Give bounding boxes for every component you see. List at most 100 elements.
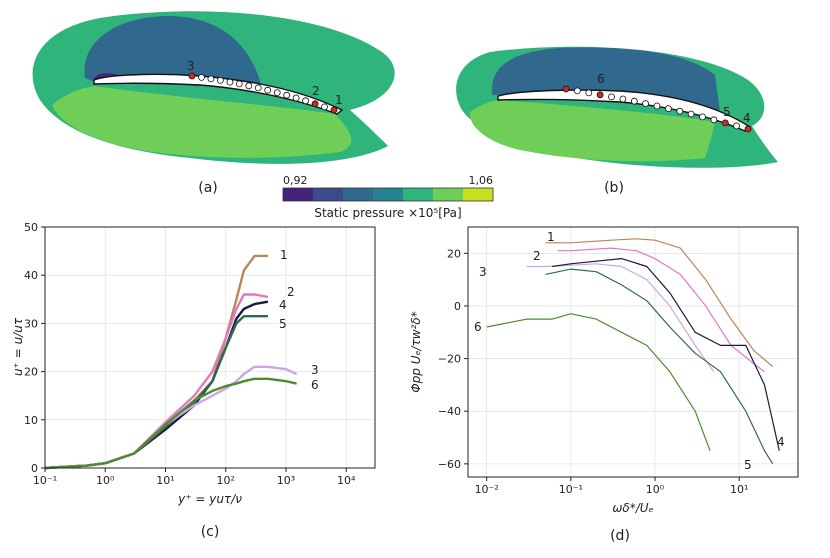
chart-d-xlabel: ωδ*/Uₑ xyxy=(612,501,653,515)
probe-marker xyxy=(585,89,593,97)
series-label-3: 3 xyxy=(479,265,487,279)
y-tick-label: −60 xyxy=(438,458,461,471)
colorbar-swatch xyxy=(283,188,314,201)
colorbar-swatches xyxy=(283,188,494,201)
probe-marker xyxy=(283,91,291,99)
colorbar-swatch xyxy=(463,188,494,201)
x-tick-label: 10⁴ xyxy=(337,474,356,487)
panel-b-probe-label-4: 4 xyxy=(743,111,751,125)
series-line-2 xyxy=(557,247,765,373)
panel-b-caption: (b) xyxy=(604,180,624,196)
chart-d-frame xyxy=(467,226,799,478)
colorbar-frame xyxy=(282,187,494,202)
probe-marker-red xyxy=(330,106,338,114)
panel-a-probes xyxy=(188,72,338,114)
panel-a-upper-dark-region xyxy=(84,15,262,89)
chart-d-series xyxy=(486,238,780,465)
probe-marker-red xyxy=(721,119,729,127)
probe-marker-red xyxy=(311,100,319,108)
panel-b: 6 5 4 (b) xyxy=(456,46,778,196)
probe-marker xyxy=(642,100,649,107)
y-tick-label: 40 xyxy=(24,269,38,282)
probe-marker xyxy=(608,93,615,101)
panel-a-probe-label-2: 2 xyxy=(312,84,320,98)
x-tick-label: 10⁰ xyxy=(96,474,115,487)
chart-c-xlabel: y⁺ = yuτ/ν xyxy=(177,492,242,506)
colorbar-swatch xyxy=(403,188,434,201)
y-tick-label: 30 xyxy=(24,317,38,330)
probe-marker xyxy=(676,107,684,115)
x-tick-label: 10¹ xyxy=(730,483,748,496)
probe-marker xyxy=(207,75,215,83)
y-tick-label: 50 xyxy=(24,221,38,234)
probe-marker xyxy=(216,77,224,84)
probe-marker-red xyxy=(744,125,752,133)
probe-marker-red xyxy=(562,85,570,93)
y-tick-label: 0 xyxy=(31,462,38,475)
probe-marker xyxy=(710,116,718,124)
panel-b-probes xyxy=(562,85,752,133)
series-line-1 xyxy=(545,238,774,367)
colorbar-swatch xyxy=(373,188,404,201)
probe-marker xyxy=(653,102,661,110)
probe-marker xyxy=(292,94,300,102)
chart-d-caption: (d) xyxy=(610,528,630,544)
colorbar-label: Static pressure ×10⁵[Pa] xyxy=(314,206,461,220)
probe-marker xyxy=(687,110,695,118)
y-tick-label: −40 xyxy=(438,405,461,418)
chart-c-grid xyxy=(44,226,375,469)
probe-marker xyxy=(733,122,740,130)
panel-b-probe-label-5: 5 xyxy=(723,105,731,119)
series-label-1: 1 xyxy=(280,248,288,262)
colorbar-swatch xyxy=(433,188,464,201)
series-line-4 xyxy=(552,258,780,451)
x-tick-label: 10³ xyxy=(277,474,295,487)
probe-marker xyxy=(302,97,310,105)
chart-c-caption: (c) xyxy=(201,524,220,540)
panel-a: 3 2 1 (a) xyxy=(32,11,395,196)
y-tick-label: 10 xyxy=(24,414,38,427)
series-label-5: 5 xyxy=(744,458,752,472)
series-label-5: 5 xyxy=(279,317,287,331)
x-tick-label: 10⁻¹ xyxy=(559,483,583,496)
panel-b-probe-label-6: 6 xyxy=(597,72,605,86)
colorbar: 0,92 1,06 Static pressure ×10⁵[Pa] xyxy=(282,174,494,220)
x-tick-label: 10⁻² xyxy=(475,483,499,496)
chart-c-series xyxy=(44,254,298,470)
colorbar-swatch xyxy=(343,188,374,201)
chart-d-ticks: 10⁻² 10⁻¹ 10⁰ 10¹ 20 0 −20 −40 −60 xyxy=(438,247,749,496)
y-tick-label: 0 xyxy=(454,300,461,313)
probe-marker xyxy=(321,103,328,111)
panel-a-probe-label-3: 3 xyxy=(187,59,195,73)
probe-marker xyxy=(619,95,627,103)
chart-d-ylabel: Φpp Uₑ/τw²δ* xyxy=(409,311,423,393)
chart-d: 10⁻² 10⁻¹ 10⁰ 10¹ 20 0 −20 −40 −60 12 3 4 5 6 ωδ*/Uₑ… xyxy=(409,226,799,544)
chart-c-ticks: 10⁻¹ 10⁰ 10¹ 10² 10³ 10⁴ 0 10 20 30 40 50 xyxy=(24,221,356,487)
series-line-5 xyxy=(545,268,774,465)
probe-marker xyxy=(665,105,672,112)
probe-marker-red xyxy=(188,72,196,80)
y-tick-label: −20 xyxy=(438,353,461,366)
series-label-6: 6 xyxy=(311,378,319,392)
chart-d-series-labels: 12 3 4 5 6 xyxy=(474,230,785,472)
probe-marker xyxy=(245,82,253,90)
series-line-5 xyxy=(44,315,268,470)
series-label-1: 1 xyxy=(547,230,555,244)
chart-c-frame xyxy=(44,226,376,469)
x-tick-label: 10² xyxy=(217,474,235,487)
series-label-2: 2 xyxy=(287,285,295,299)
panel-a-caption: (a) xyxy=(198,180,218,196)
probe-marker xyxy=(574,87,581,95)
x-tick-label: 10¹ xyxy=(156,474,174,487)
probe-marker-red xyxy=(596,91,604,99)
panel-a-lower-field xyxy=(52,86,352,158)
y-tick-label: 20 xyxy=(447,247,461,260)
colorbar-min-label: 0,92 xyxy=(283,174,308,187)
series-label-4: 4 xyxy=(279,298,287,312)
series-line-6 xyxy=(486,313,711,451)
probe-marker xyxy=(264,86,272,94)
colorbar-max-label: 1,06 xyxy=(469,174,494,187)
probe-marker xyxy=(198,74,205,81)
probe-marker xyxy=(273,89,281,96)
probe-marker xyxy=(254,84,262,92)
